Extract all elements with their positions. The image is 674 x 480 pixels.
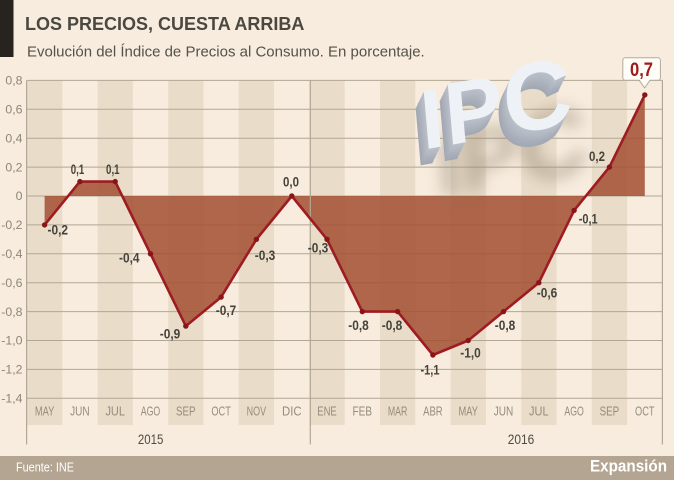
svg-text:JUL: JUL — [529, 405, 549, 419]
svg-text:Fuente: INE: Fuente: INE — [16, 460, 74, 475]
svg-text:-0,8: -0,8 — [495, 318, 516, 333]
svg-text:-1,2: -1,2 — [1, 363, 22, 377]
svg-text:OCT: OCT — [635, 405, 655, 419]
svg-text:-0,8: -0,8 — [382, 318, 403, 333]
svg-text:MAR: MAR — [388, 405, 408, 419]
svg-text:-0,4: -0,4 — [119, 251, 140, 266]
svg-text:0,8: 0,8 — [5, 74, 22, 88]
svg-text:-0,9: -0,9 — [160, 327, 181, 342]
svg-text:Expansión: Expansión — [590, 457, 667, 476]
svg-text:-0,3: -0,3 — [255, 248, 276, 263]
svg-text:-0,8: -0,8 — [348, 318, 369, 333]
svg-text:SEP: SEP — [600, 405, 620, 419]
svg-text:AGO: AGO — [141, 405, 161, 419]
svg-text:-1,4: -1,4 — [1, 392, 22, 406]
svg-text:-1,0: -1,0 — [1, 334, 22, 348]
svg-text:0,2: 0,2 — [5, 160, 22, 174]
svg-text:-0,2: -0,2 — [1, 218, 22, 232]
svg-text:MAY: MAY — [458, 405, 478, 419]
svg-text:ENE: ENE — [317, 405, 337, 419]
svg-text:0,4: 0,4 — [5, 131, 22, 145]
svg-text:0,7: 0,7 — [630, 59, 653, 81]
svg-text:-1,1: -1,1 — [421, 363, 440, 378]
svg-text:0: 0 — [16, 189, 23, 203]
svg-text:-0,3: -0,3 — [308, 241, 329, 256]
svg-text:JUL: JUL — [105, 405, 125, 419]
svg-text:ABR: ABR — [423, 405, 443, 419]
svg-text:-0,6: -0,6 — [537, 286, 558, 301]
svg-text:-0,4: -0,4 — [1, 247, 22, 261]
svg-text:-0,2: -0,2 — [48, 223, 69, 238]
svg-text:0,1: 0,1 — [106, 162, 120, 177]
svg-text:-1,0: -1,0 — [460, 346, 481, 361]
svg-text:-0,6: -0,6 — [1, 276, 22, 290]
svg-text:OCT: OCT — [211, 405, 231, 419]
svg-text:0,0: 0,0 — [283, 175, 299, 190]
svg-text:LOS PRECIOS, CUESTA ARRIBA: LOS PRECIOS, CUESTA ARRIBA — [25, 14, 304, 34]
svg-text:Evolución del Índice de Precio: Evolución del Índice de Precios al Consu… — [27, 44, 425, 61]
svg-text:0,6: 0,6 — [5, 103, 22, 117]
svg-text:MAY: MAY — [35, 405, 55, 419]
svg-text:NOV: NOV — [247, 405, 267, 419]
svg-text:0,1: 0,1 — [71, 162, 85, 177]
svg-text:AGO: AGO — [564, 405, 584, 419]
svg-text:DIC: DIC — [282, 405, 302, 419]
svg-text:-0,8: -0,8 — [1, 305, 22, 319]
svg-text:JUN: JUN — [494, 405, 514, 419]
svg-text:JUN: JUN — [70, 405, 90, 419]
svg-text:2015: 2015 — [138, 432, 164, 447]
svg-text:SEP: SEP — [176, 405, 196, 419]
svg-text:2016: 2016 — [508, 432, 535, 447]
svg-text:-0,1: -0,1 — [579, 212, 598, 227]
svg-text:FEB: FEB — [353, 405, 373, 419]
svg-text:-0,7: -0,7 — [216, 303, 237, 318]
svg-text:0,2: 0,2 — [589, 149, 605, 164]
